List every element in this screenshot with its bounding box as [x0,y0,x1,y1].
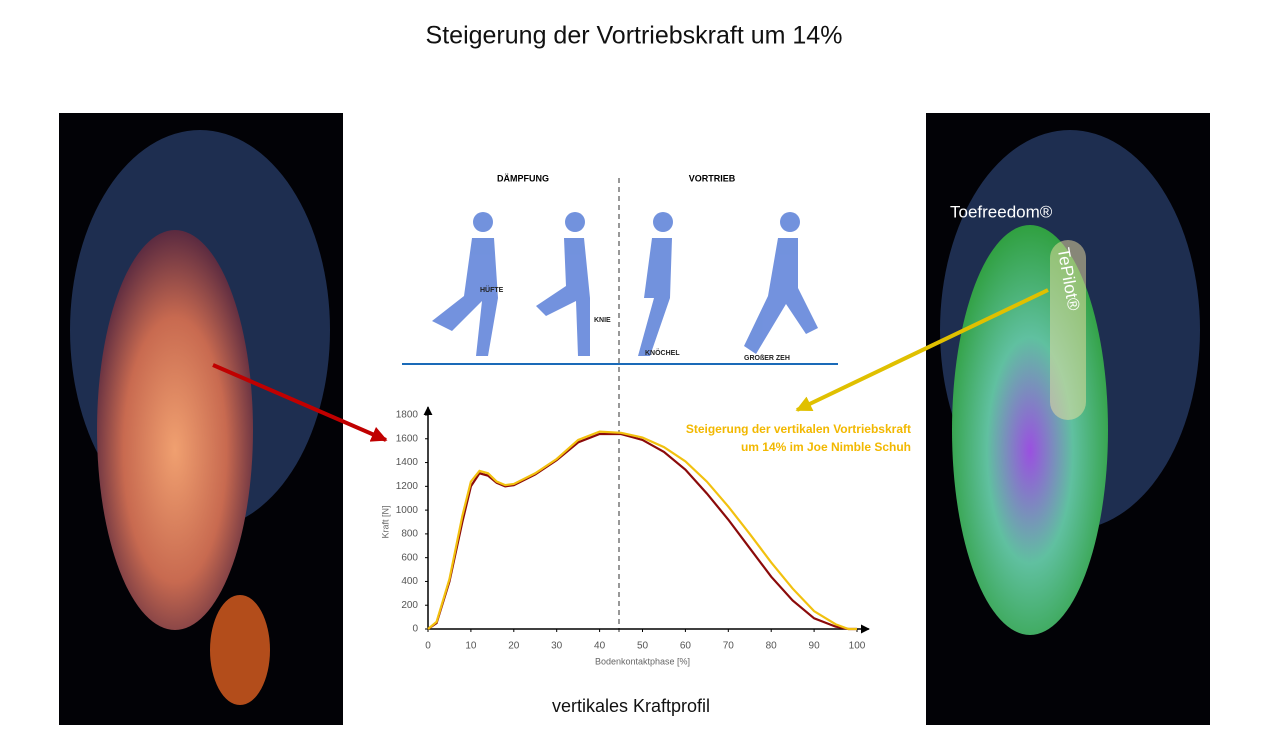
y-tick-label: 800 [401,529,418,540]
x-tick-label: 50 [637,641,649,652]
joint: KNIE [594,317,611,324]
chart: 0 200 400 600 800 1000 1200 1400 1600 1800 0 10 20 30… [380,406,911,666]
x-tick-label: 20 [508,641,520,652]
x-axis-label: Bodenkontaktphase [%] [595,656,690,666]
x-tick-label: 40 [594,641,606,652]
y-tick-label: 400 [401,576,418,587]
phase: VORTRIEB [689,173,736,183]
x-tick-label: 80 [766,641,778,652]
y-tick-label: 600 [401,552,418,563]
y-tick-label: 1200 [396,481,419,492]
title: Steigerung der Vortriebskraft um 14% [426,22,843,50]
runners [432,212,818,356]
arrow [795,288,1049,412]
right-image: Toefreedom® TePilot® [926,113,1210,725]
y-tick-label: 1400 [396,457,419,468]
phase: DÄMPFUNG [497,173,549,183]
joint: GROßER ZEH [744,355,790,362]
x-tick-label: 70 [723,641,735,652]
joint: HÜFTE [480,285,504,294]
line [427,432,857,631]
label: Toefreedom® [950,202,1053,221]
annotation: um 14% im Joe Nimble Schuh [741,440,911,454]
x-tick-label: 90 [809,641,821,652]
y-tick-label: 1800 [396,410,419,421]
x-tick-label: 10 [465,641,477,652]
y-tick-label: 200 [401,600,418,611]
caption: vertikales Kraftprofil [552,696,710,716]
joint: KNÖCHEL [645,348,680,357]
y-tick-label: 1000 [396,505,419,516]
left-image [59,113,343,725]
x-tick-label: 0 [425,641,431,652]
y-tick-label: 0 [412,624,418,635]
x-tick-label: 100 [849,641,866,652]
arrow [212,363,388,442]
y-axis-label: Kraft [N] [380,505,390,538]
x-tick-label: 30 [551,641,563,652]
annotation: Steigerung der vertikalen Vortriebskraft [686,422,911,436]
line [427,430,857,631]
y-tick-label: 1600 [396,433,419,444]
x-tick-label: 60 [680,641,692,652]
